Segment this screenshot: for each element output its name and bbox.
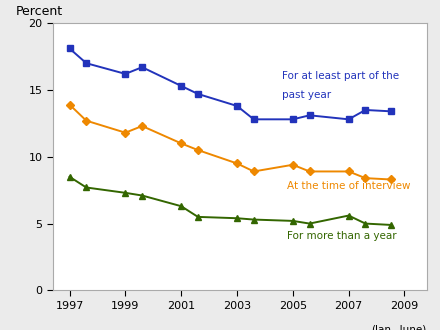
Text: Percent: Percent: [15, 5, 62, 18]
Text: For more than a year: For more than a year: [287, 231, 397, 241]
Text: For at least part of the: For at least part of the: [282, 71, 399, 81]
Text: past year: past year: [282, 90, 331, 100]
Text: At the time of interview: At the time of interview: [287, 182, 411, 191]
Text: (Jan.–June): (Jan.–June): [371, 325, 427, 330]
